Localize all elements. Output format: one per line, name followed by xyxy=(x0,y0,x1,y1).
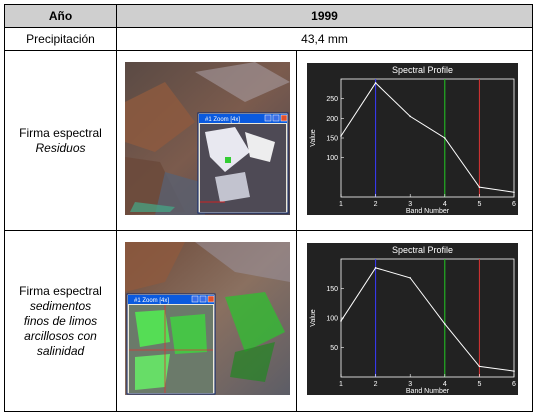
data-point xyxy=(340,135,342,137)
x-tick-label: 4 xyxy=(443,381,447,388)
chart-background xyxy=(307,243,518,395)
x-tick-label: 1 xyxy=(339,381,343,388)
data-point xyxy=(409,115,411,118)
row-sedimentos: Firma espectral sedimentos finos de limo… xyxy=(4,230,534,412)
row-label-sub: sedimentos finos de limos arcillosos con… xyxy=(23,298,98,358)
row-sedimentos-label: Firma espectral sedimentos finos de limo… xyxy=(4,230,117,412)
x-tick-label: 6 xyxy=(512,201,516,208)
x-tick-label: 6 xyxy=(512,381,516,388)
zoom-maximize-button[interactable] xyxy=(199,295,207,303)
spectral-profile-chart-residuos: Spectral Profile 1 2 3 4 5 6 100 150 200 250 Band N… xyxy=(307,63,518,215)
zoom-minimize-button[interactable] xyxy=(264,114,272,122)
row-residuos-label: Firma espectral Residuos xyxy=(4,50,117,231)
satellite-image-residuos: #1 Zoom [4x] xyxy=(125,62,290,215)
data-point xyxy=(444,137,446,139)
spectral-line xyxy=(340,267,515,372)
spectral-profile-chart-sedimentos: Spectral Profile 1 2 3 4 5 6 50 100 150 Band Numbe… xyxy=(307,243,518,395)
data-point xyxy=(340,320,342,322)
x-tick-label: 2 xyxy=(374,381,378,388)
chart-title: Spectral Profile xyxy=(392,245,453,255)
zoom-close-button[interactable] xyxy=(207,295,215,303)
satellite-image-sedimentos: #1 Zoom [4x] xyxy=(125,242,290,395)
y-tick-label: 150 xyxy=(326,286,338,293)
data-table: Año 1999 Precipitación 43,4 mm Firma esp… xyxy=(4,4,534,412)
y-axis-label: Value xyxy=(310,129,317,146)
x-tick-label: 5 xyxy=(477,201,481,208)
precipitation-row: Precipitación 43,4 mm xyxy=(4,27,534,51)
y-tick-label: 200 xyxy=(326,116,338,123)
x-tick-label: 2 xyxy=(374,201,378,208)
y-tick-label: 100 xyxy=(326,155,338,162)
data-point xyxy=(478,365,481,368)
chart-title: Spectral Profile xyxy=(392,65,453,75)
row-residuos: Firma espectral Residuos #1 Zoom [4x] xyxy=(4,50,534,231)
zoom-window-title: #1 Zoom [4x] xyxy=(205,117,240,123)
y-tick-label: 150 xyxy=(326,136,338,143)
zoom-maximize-button[interactable] xyxy=(272,114,280,122)
header-year-label: Año xyxy=(4,4,117,28)
chart-background xyxy=(307,63,518,215)
x-axis-label: Band Number xyxy=(406,388,450,395)
zoom-window-title: #1 Zoom [4x] xyxy=(134,298,169,304)
x-tick-label: 5 xyxy=(477,381,481,388)
data-point xyxy=(374,82,377,84)
header-year-value: 1999 xyxy=(115,4,534,28)
y-axis-label: Value xyxy=(310,309,317,326)
zoom-minimize-button[interactable] xyxy=(191,295,199,303)
satellite-image-cell: #1 Zoom [4x] xyxy=(116,50,297,231)
y-tick-label: 100 xyxy=(326,316,338,323)
data-point xyxy=(374,267,377,269)
x-tick-label: 4 xyxy=(443,201,447,208)
precipitation-label: Precipitación xyxy=(4,27,117,51)
row-label-sub: Residuos xyxy=(35,140,86,155)
header-row: Año 1999 xyxy=(4,4,534,28)
x-tick-label: 3 xyxy=(408,201,412,208)
data-point xyxy=(409,277,411,279)
precipitation-value: 43,4 mm xyxy=(115,27,534,51)
data-point xyxy=(513,370,515,372)
spectral-profile-cell: Spectral Profile 1 2 3 4 5 6 100 150 200 250 Band N… xyxy=(295,50,534,231)
row-label-main: Firma espectral xyxy=(19,125,102,140)
data-point xyxy=(444,323,446,325)
x-tick-label: 3 xyxy=(408,381,412,388)
zoom-close-button[interactable] xyxy=(280,114,288,122)
data-point xyxy=(478,186,481,188)
y-tick-label: 250 xyxy=(326,96,338,103)
y-tick-label: 50 xyxy=(330,345,338,352)
spectral-profile-cell: Spectral Profile 1 2 3 4 5 6 50 100 150 Band Numbe… xyxy=(295,230,534,412)
x-tick-label: 1 xyxy=(339,201,343,208)
x-axis-label: Band Number xyxy=(406,208,450,215)
satellite-image-cell: #1 Zoom [4x] xyxy=(116,230,297,412)
row-label-main: Firma espectral xyxy=(19,283,102,298)
data-point xyxy=(513,191,515,194)
spectral-line xyxy=(340,82,515,193)
